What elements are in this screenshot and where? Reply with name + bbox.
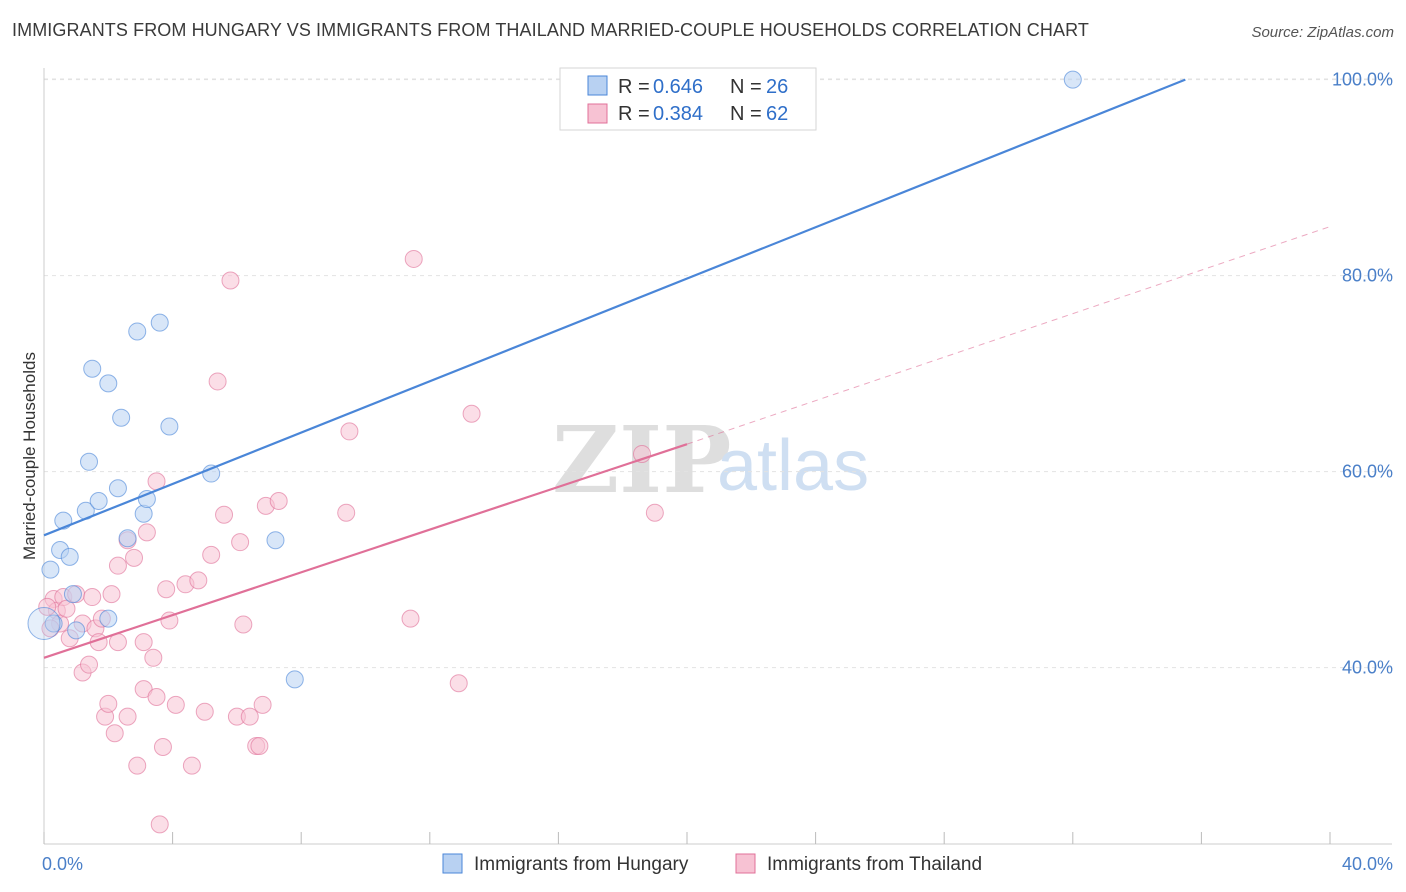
hungary-point [1063, 70, 1082, 89]
thailand-point [221, 271, 240, 290]
thailand-point [208, 372, 227, 391]
thailand-point [404, 249, 423, 268]
thailand-point [99, 694, 118, 713]
bottom-legend-label-hungary: Immigrants from Hungary [474, 854, 689, 875]
legend-n-label-thailand: N = [730, 103, 762, 125]
hungary-point [118, 529, 137, 548]
thailand-point [144, 648, 163, 667]
hungary-point [83, 359, 102, 378]
hungary-point [285, 670, 304, 689]
thailand-point [231, 533, 250, 552]
bottom-legend-swatch-thailand [735, 853, 756, 874]
trend-lines [43, 78, 1331, 659]
thailand-point [215, 505, 234, 524]
trend-line-thailand-extension [686, 226, 1331, 445]
thailand-point [157, 580, 176, 599]
thailand-point [134, 633, 153, 652]
legend-n-value-thailand: 62 [766, 103, 788, 125]
hungary-point [134, 504, 153, 523]
thailand-point [340, 422, 359, 441]
bottom-legend-label-thailand: Immigrants from Thailand [767, 854, 982, 875]
source-credit: Source: ZipAtlas.com [1251, 24, 1394, 41]
legend-r-label-thailand: R = [618, 103, 650, 125]
chart-title: IMMIGRANTS FROM HUNGARY VS IMMIGRANTS FR… [12, 20, 1089, 40]
hungary-point [89, 492, 108, 510]
thailand-point [105, 724, 124, 743]
legend-r-value-thailand: 0.384 [653, 103, 703, 125]
thailand-point [253, 695, 272, 714]
thailand-point [645, 503, 664, 522]
thailand-point [166, 695, 185, 714]
y-axis-label: Married-couple Households [20, 352, 39, 560]
thailand-point [38, 597, 57, 616]
thailand-point [195, 702, 214, 721]
hungary-point [67, 621, 86, 640]
legend-r-label-hungary: R = [618, 76, 650, 98]
hungary-point [108, 479, 127, 498]
y-tick-label: 60.0% [1342, 462, 1393, 482]
hungary-point [99, 609, 118, 628]
thailand-point [147, 688, 166, 706]
thailand-point [337, 503, 356, 522]
hungary-point [60, 547, 79, 566]
series-hungary-points [27, 70, 1082, 689]
legend-r-value-hungary: 0.646 [653, 76, 703, 98]
hungary-point [80, 452, 99, 471]
thailand-point [401, 609, 420, 628]
hungary-point [266, 531, 285, 550]
legend-swatch-thailand [587, 103, 608, 124]
watermark-atlas: atlas [717, 426, 869, 506]
hungary-point [128, 322, 147, 341]
y-tick-label: 40.0% [1342, 658, 1393, 678]
thailand-point [108, 556, 127, 575]
x-tick-labels: 0.0% 40.0% [42, 854, 1393, 874]
bottom-legend: Immigrants from Hungary Immigrants from … [442, 853, 982, 875]
trend-line-hungary [43, 78, 1186, 537]
thailand-point [153, 737, 172, 756]
thailand-point [449, 674, 468, 693]
hungary-point [44, 614, 63, 633]
hungary-point [150, 313, 169, 332]
legend-n-value-hungary: 26 [766, 76, 788, 98]
thailand-point [182, 756, 201, 775]
axes [43, 68, 1392, 845]
x-tick-label: 40.0% [1342, 854, 1393, 874]
x-tick-label: 0.0% [42, 854, 83, 874]
thailand-point [83, 588, 102, 607]
y-tick-label: 100.0% [1332, 70, 1393, 90]
thailand-point [160, 611, 179, 630]
thailand-point [240, 707, 259, 726]
thailand-point [250, 737, 269, 755]
grid-lines [44, 78, 1392, 669]
y-tick-label: 80.0% [1342, 266, 1393, 286]
thailand-point [269, 492, 288, 510]
legend-swatch-hungary [587, 75, 608, 96]
hungary-point [99, 374, 118, 393]
hungary-point [27, 607, 61, 640]
thailand-point [125, 548, 144, 567]
hungary-point [112, 408, 131, 427]
y-tick-labels: 40.0% 60.0% 80.0% 100.0% [1332, 70, 1393, 678]
watermark: ZIP atlas [552, 406, 869, 514]
series-thailand-points [38, 249, 664, 834]
bottom-legend-swatch-hungary [442, 853, 463, 874]
thailand-point [150, 815, 169, 834]
thailand-point [80, 655, 99, 674]
hungary-point [41, 560, 60, 579]
legend-n-label-hungary: N = [730, 76, 762, 98]
thailand-point [137, 523, 156, 542]
hungary-point [160, 417, 179, 436]
thailand-point [118, 707, 137, 726]
hungary-point [63, 585, 82, 604]
thailand-point [234, 615, 253, 634]
legend: R = 0.646 N = 26 R = 0.384 N = 62 [559, 67, 817, 131]
trend-line-thailand [43, 443, 688, 659]
thailand-point [189, 571, 208, 590]
thailand-point [462, 404, 481, 423]
thailand-point [102, 585, 121, 604]
thailand-point [128, 756, 147, 775]
thailand-point [202, 545, 221, 564]
